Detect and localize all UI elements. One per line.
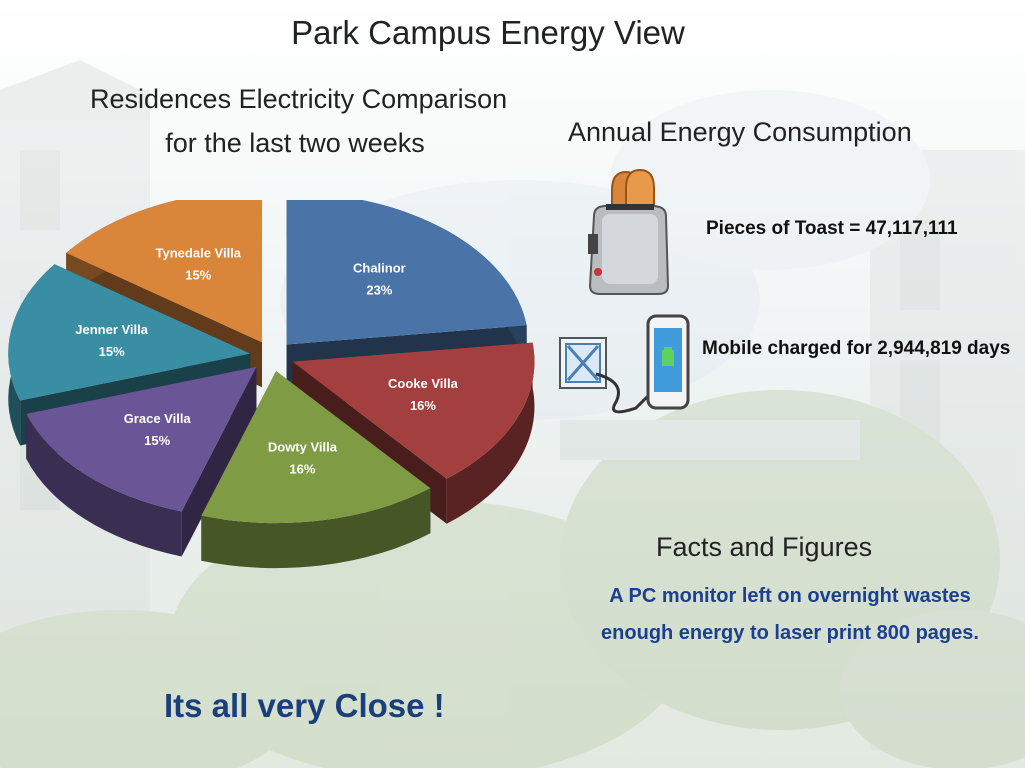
slice-value-jenner-villa: 15% [99, 344, 125, 359]
slice-grace-villa: Grace Villa 15% [26, 366, 257, 557]
slice-value-tynedale-villa: 15% [185, 268, 211, 283]
slice-value-cooke-villa: 16% [410, 398, 436, 413]
slice-label-chalinor: Chalinor [353, 260, 406, 275]
slice-jenner-villa-top [8, 264, 251, 401]
chart-title-line-2: for the last two weeks [165, 128, 425, 158]
toaster-icon [588, 168, 670, 295]
slice-dowty-villa: Dowty Villa 16% [201, 371, 431, 569]
chart-title-line-1: Residences Electricity Comparison [90, 84, 508, 114]
slice-chalinor-top [286, 200, 527, 345]
facts-title: Facts and Figures [656, 532, 873, 562]
phone-charger-icon [559, 314, 690, 414]
slice-value-grace-villa: 15% [144, 433, 170, 448]
slice-grace-villa-top [26, 366, 257, 512]
slice-cooke-villa-top [292, 342, 535, 479]
slice-tynedale-villa-top [66, 200, 263, 343]
fact-line-2: enough energy to laser print 800 pages. [601, 622, 979, 644]
toast-fact: Pieces of Toast = 47,117,111 [706, 218, 958, 239]
slice-dowty-villa-top [201, 371, 431, 524]
slice-label-cooke-villa: Cooke Villa [388, 376, 459, 391]
slice-value-chalinor: 23% [366, 282, 392, 297]
slice-dowty-villa-rim [201, 488, 431, 569]
page-title: Park Campus Energy View [291, 14, 685, 51]
mobile-fact: Mobile charged for 2,944,819 days [702, 338, 1011, 359]
slice-label-grace-villa: Grace Villa [124, 411, 192, 426]
pie-chart: Tynedale Villa 15% Chalinor 23% Jenner Villa… [8, 200, 535, 569]
slice-label-dowty-villa: Dowty Villa [268, 440, 338, 455]
closing-remark: Its all very Close ! [164, 687, 445, 724]
slice-label-jenner-villa: Jenner Villa [75, 322, 149, 337]
slice-value-dowty-villa: 16% [289, 462, 315, 477]
slice-label-tynedale-villa: Tynedale Villa [156, 246, 242, 261]
slice-cooke-villa-rim [446, 342, 535, 524]
annual-energy-title: Annual Energy Consumption [568, 117, 912, 147]
slice-grace-villa-rim [26, 413, 182, 557]
fact-line-1: A PC monitor left on overnight wastes [609, 585, 971, 607]
